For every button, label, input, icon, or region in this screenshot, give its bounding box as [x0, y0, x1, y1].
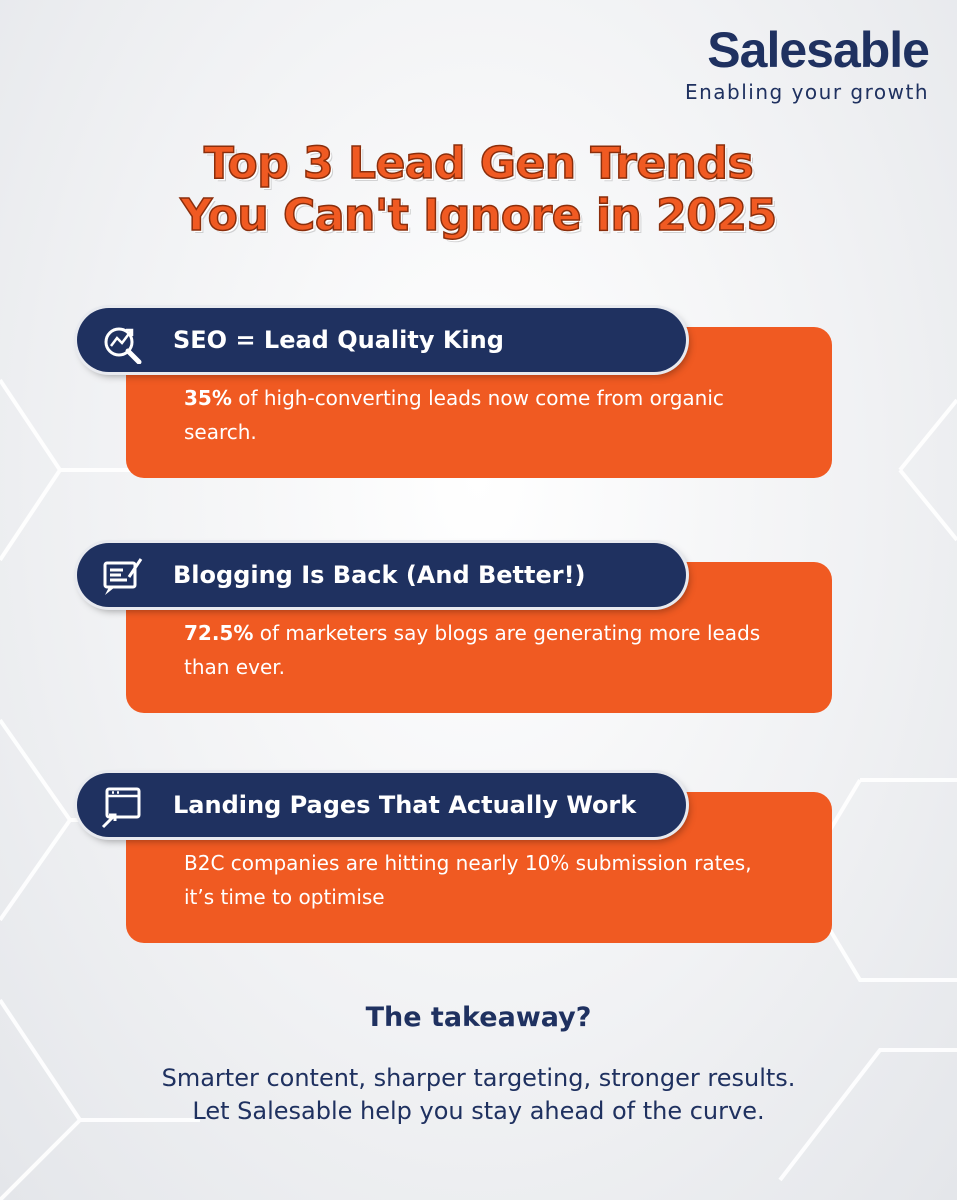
brand-tagline: Enabling your growth — [684, 80, 929, 104]
trend-text: of marketers say blogs are generating mo… — [184, 621, 761, 679]
trend-icon — [101, 787, 141, 829]
trend-body: B2C companies are hitting nearly 10% sub… — [184, 846, 764, 914]
takeaway-body: Smarter content, sharper targeting, stro… — [0, 1062, 957, 1128]
trend-icon — [104, 327, 142, 364]
logo: Salesable Enabling your growth — [684, 22, 930, 104]
trend-header: Landing Pages That Actually Work — [77, 773, 686, 837]
trend-highlight: 35% — [184, 386, 232, 410]
trend-heading: Landing Pages That Actually Work — [173, 791, 637, 819]
trend-body: 35% of high-converting leads now come fr… — [184, 381, 764, 449]
trend-text: B2C companies are hitting nearly 10% sub… — [184, 851, 752, 909]
trend-header: Blogging Is Back (And Better!) — [77, 543, 686, 607]
trend-icon — [103, 558, 143, 595]
title-line: You Can't Ignore in 2025 — [180, 189, 778, 242]
takeaway-line: Smarter content, sharper targeting, stro… — [161, 1064, 796, 1092]
brand-name: Salesable — [707, 22, 930, 78]
title-line: Top 3 Lead Gen Trends — [203, 137, 754, 190]
trend-heading: SEO = Lead Quality King — [173, 326, 504, 354]
takeaway-line: Let Salesable help you stay ahead of the… — [192, 1097, 765, 1125]
takeaway-heading: The takeaway? — [365, 1002, 592, 1033]
trend-header: SEO = Lead Quality King — [77, 308, 686, 372]
trend-body: 72.5% of marketers say blogs are generat… — [184, 616, 764, 684]
title: Top 3 Lead Gen Trends You Can't Ignore i… — [0, 137, 957, 242]
trend-heading: Blogging Is Back (And Better!) — [173, 561, 586, 589]
trend-highlight: 72.5% — [184, 621, 254, 645]
trend-text: of high-converting leads now come from o… — [184, 386, 724, 444]
